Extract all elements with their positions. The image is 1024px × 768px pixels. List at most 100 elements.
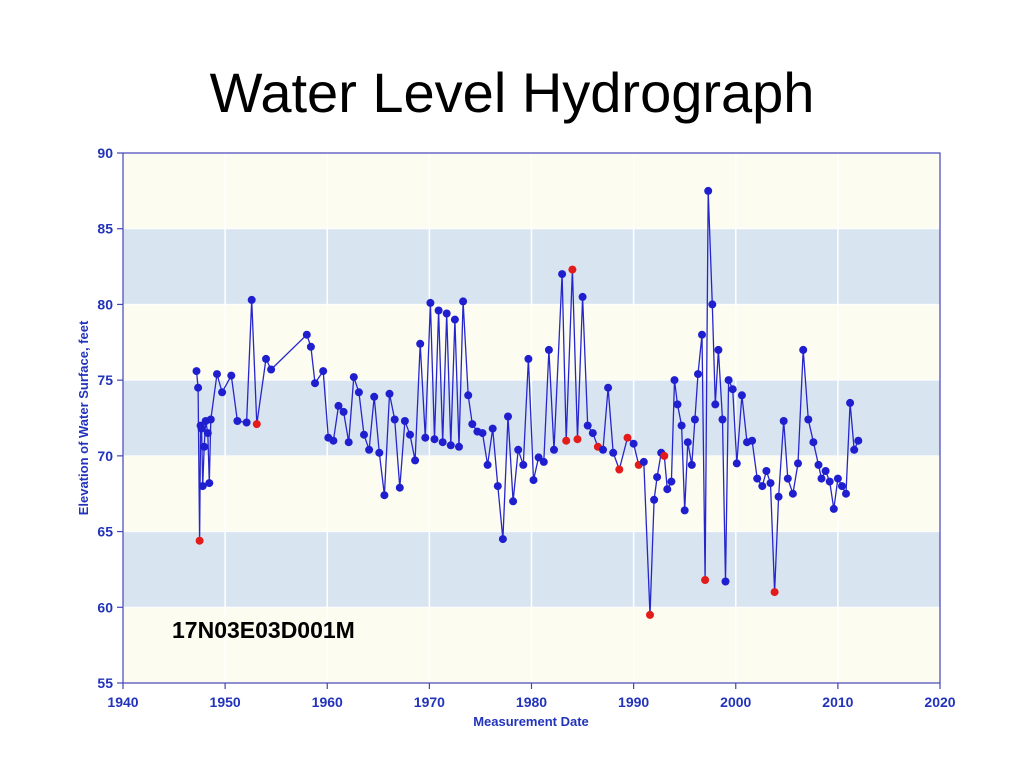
data-point bbox=[406, 430, 414, 439]
data-point bbox=[311, 379, 319, 388]
data-point bbox=[711, 400, 720, 409]
data-point bbox=[442, 309, 451, 318]
x-tick-label: 2020 bbox=[924, 694, 955, 710]
data-point bbox=[468, 420, 477, 429]
data-point bbox=[629, 439, 638, 448]
data-point bbox=[302, 330, 311, 339]
data-point bbox=[583, 421, 592, 430]
data-point bbox=[395, 483, 404, 492]
data-point bbox=[194, 383, 203, 392]
data-point bbox=[459, 297, 468, 306]
y-axis-title: Elevation of Water Surface, feet bbox=[76, 320, 91, 515]
well-id-label: 17N03E03D001M bbox=[172, 617, 355, 643]
data-point bbox=[493, 482, 502, 491]
data-point bbox=[673, 400, 682, 409]
data-point bbox=[339, 407, 348, 416]
y-tick-label: 80 bbox=[97, 296, 113, 312]
data-point bbox=[375, 448, 384, 457]
flagged-data-point bbox=[701, 576, 710, 584]
x-axis-title: Measurement Date bbox=[473, 714, 589, 729]
y-tick-label: 65 bbox=[97, 524, 113, 540]
data-point bbox=[329, 436, 338, 445]
data-point bbox=[698, 330, 706, 339]
y-tick-label: 70 bbox=[97, 448, 113, 464]
data-point bbox=[609, 448, 618, 457]
data-point bbox=[804, 415, 813, 424]
data-point bbox=[588, 429, 597, 438]
data-point bbox=[833, 474, 842, 483]
data-point bbox=[416, 339, 425, 348]
data-point bbox=[218, 388, 227, 397]
data-point bbox=[694, 370, 702, 379]
x-tick-label: 2010 bbox=[822, 694, 853, 710]
data-point bbox=[604, 383, 613, 392]
data-point bbox=[850, 445, 859, 454]
x-tick-label: 1940 bbox=[107, 694, 138, 710]
data-point bbox=[200, 442, 209, 451]
data-point bbox=[514, 445, 523, 454]
x-tick-label: 1970 bbox=[414, 694, 445, 710]
data-point bbox=[653, 473, 662, 482]
flagged-data-point bbox=[660, 451, 669, 460]
data-point bbox=[197, 424, 206, 433]
data-point bbox=[650, 495, 659, 504]
hydrograph-line bbox=[195, 190, 859, 616]
x-tick-label: 2000 bbox=[720, 694, 751, 710]
data-point bbox=[814, 460, 823, 469]
y-tick-label: 75 bbox=[97, 372, 113, 388]
data-point bbox=[438, 438, 447, 447]
data-point bbox=[509, 497, 518, 506]
data-point bbox=[817, 474, 826, 483]
data-point bbox=[718, 415, 727, 424]
y-tick-label: 90 bbox=[97, 145, 113, 161]
data-point bbox=[687, 460, 696, 469]
data-point bbox=[380, 491, 389, 500]
data-point bbox=[599, 445, 607, 454]
flagged-data-point bbox=[562, 436, 571, 445]
data-point bbox=[714, 345, 723, 354]
data-point bbox=[498, 535, 507, 544]
data-point bbox=[550, 445, 558, 454]
x-tick-label: 1950 bbox=[210, 694, 241, 710]
data-point bbox=[426, 298, 435, 307]
y-tick-label: 60 bbox=[97, 599, 113, 615]
data-point bbox=[319, 367, 328, 376]
data-point bbox=[825, 477, 834, 486]
data-point bbox=[639, 457, 648, 466]
data-point bbox=[390, 415, 399, 424]
y-tick-label: 85 bbox=[97, 221, 113, 237]
flagged-data-point bbox=[646, 610, 654, 619]
data-point bbox=[842, 489, 850, 498]
data-point bbox=[267, 365, 276, 374]
data-point bbox=[464, 391, 473, 400]
data-point bbox=[799, 345, 808, 354]
data-point bbox=[539, 457, 548, 466]
data-point bbox=[670, 376, 679, 385]
data-point bbox=[213, 370, 221, 379]
data-point bbox=[708, 300, 717, 309]
data-point bbox=[360, 430, 368, 439]
data-point bbox=[411, 456, 420, 465]
data-point bbox=[446, 441, 455, 450]
data-point bbox=[732, 459, 741, 468]
data-point bbox=[779, 417, 788, 425]
data-point bbox=[198, 482, 207, 491]
data-point bbox=[663, 485, 672, 494]
data-point bbox=[421, 433, 430, 442]
x-tick-label: 1980 bbox=[516, 694, 547, 710]
data-point bbox=[385, 389, 394, 398]
y-tick-label: 55 bbox=[97, 675, 113, 691]
data-point bbox=[227, 371, 236, 380]
data-point bbox=[524, 354, 533, 363]
data-point bbox=[544, 345, 553, 354]
data-point bbox=[758, 482, 767, 491]
page-title: Water Level Hydrograph bbox=[209, 61, 815, 124]
data-point bbox=[233, 417, 242, 425]
data-point bbox=[774, 492, 783, 501]
data-point bbox=[504, 412, 512, 421]
data-point bbox=[683, 438, 692, 447]
data-point bbox=[370, 392, 379, 401]
data-point bbox=[753, 474, 762, 483]
